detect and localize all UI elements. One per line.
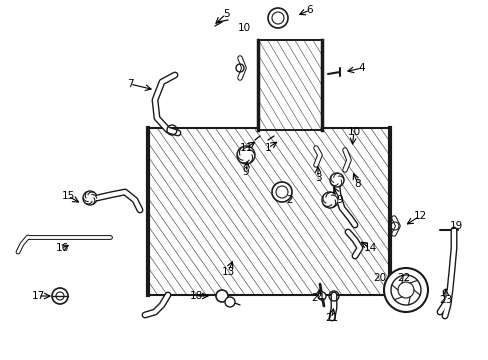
Polygon shape [148, 128, 389, 295]
Circle shape [317, 292, 325, 300]
Bar [258, 40, 321, 130]
Text: 5: 5 [222, 9, 229, 19]
Text: 14: 14 [363, 243, 376, 253]
Text: 22: 22 [397, 273, 410, 283]
Text: 20: 20 [373, 273, 386, 283]
Circle shape [329, 173, 343, 187]
Text: 13: 13 [221, 267, 234, 277]
Text: 9: 9 [242, 167, 249, 177]
Text: 2: 2 [286, 195, 293, 205]
Circle shape [271, 182, 291, 202]
Circle shape [267, 8, 287, 28]
Text: 3: 3 [314, 173, 321, 183]
Circle shape [383, 268, 427, 312]
Circle shape [216, 290, 227, 302]
Text: 8: 8 [354, 179, 361, 189]
Circle shape [224, 297, 235, 307]
Text: 16: 16 [55, 243, 68, 253]
Bar [258, 40, 321, 130]
Text: 12: 12 [412, 211, 426, 221]
Text: 4: 4 [358, 63, 365, 73]
Circle shape [52, 288, 68, 304]
Text: 6: 6 [306, 5, 313, 15]
Text: 9: 9 [336, 195, 343, 205]
Text: 19: 19 [448, 221, 462, 231]
Circle shape [321, 192, 337, 208]
Text: 1: 1 [264, 143, 271, 153]
Text: 21: 21 [325, 313, 338, 323]
Text: 23: 23 [439, 295, 452, 305]
Text: 11: 11 [239, 143, 252, 153]
Circle shape [237, 146, 254, 164]
Text: 10: 10 [347, 127, 360, 137]
Text: 15: 15 [61, 191, 75, 201]
Text: 18: 18 [189, 291, 202, 301]
Text: 17: 17 [31, 291, 44, 301]
Circle shape [83, 191, 97, 205]
Text: 10: 10 [237, 23, 250, 33]
Text: 24: 24 [311, 293, 324, 303]
Text: 7: 7 [126, 79, 133, 89]
